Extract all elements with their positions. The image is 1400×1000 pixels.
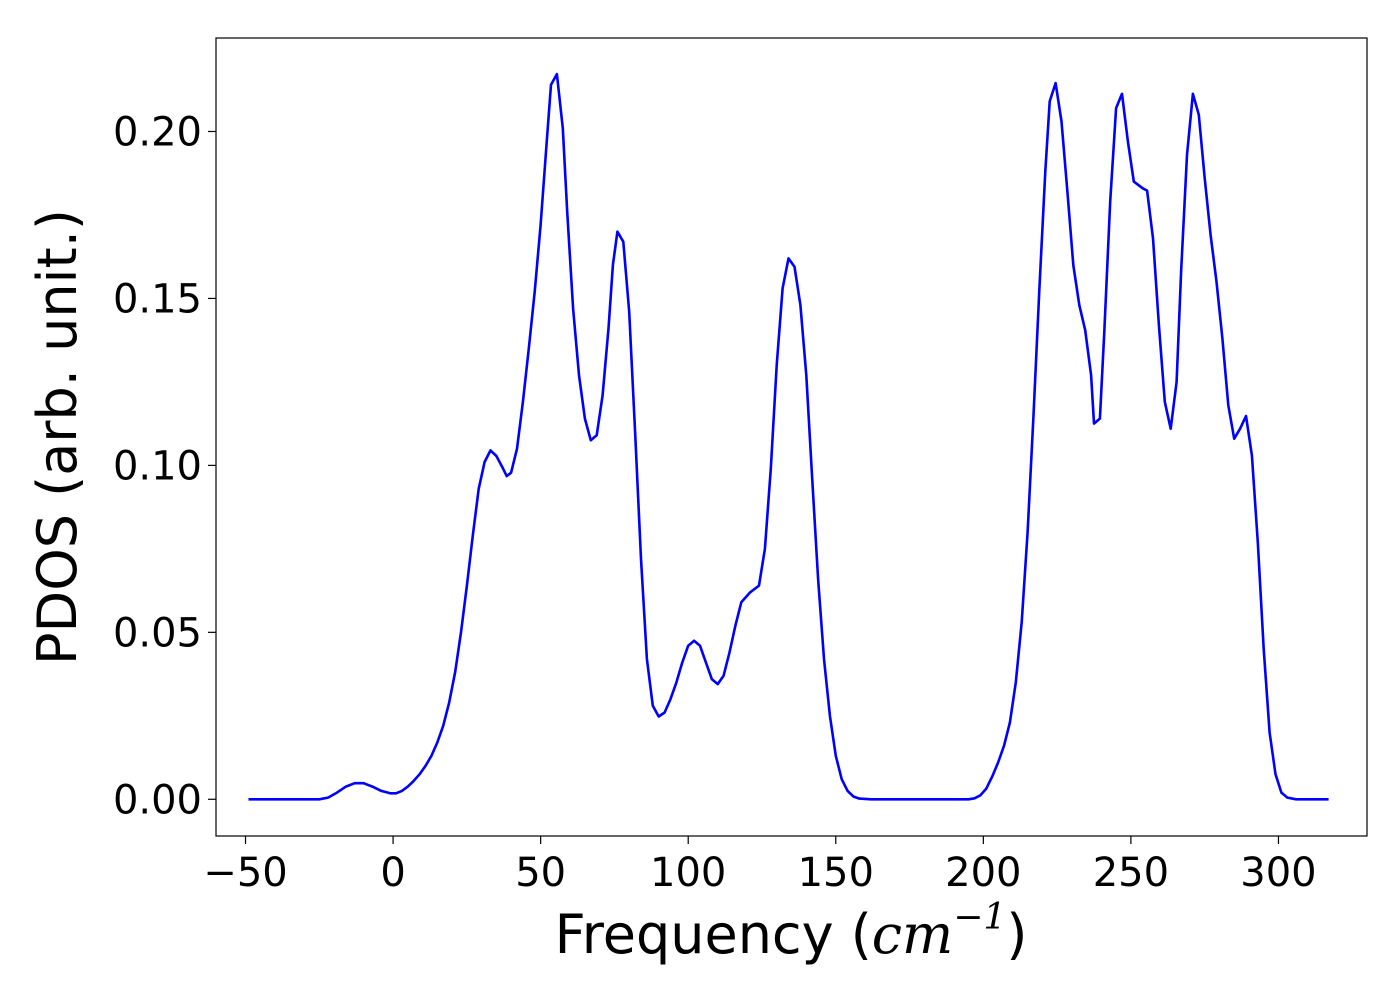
y-axis-ticks: 0.00 0.05 0.10 0.15 0.20 — [113, 109, 216, 823]
x-axis-label-exponent: −1 — [953, 897, 1006, 938]
pdos-series-line — [248, 72, 1329, 801]
x-axis-label-prefix: Frequency ( — [555, 903, 872, 966]
x-axis-label-unit: cm — [872, 903, 953, 966]
x-axis-label-suffix: ) — [1006, 903, 1027, 966]
y-tick-label: 0.05 — [113, 610, 202, 656]
x-tick-label: 50 — [515, 850, 566, 896]
plot-area — [215, 37, 1368, 837]
x-tick-label: 150 — [798, 850, 874, 896]
x-tick-label: 100 — [650, 850, 726, 896]
x-tick-label: 300 — [1240, 850, 1316, 896]
x-axis-label: Frequency (cm−1) — [555, 897, 1028, 966]
x-axis-ticks: −50 0 50 100 150 200 250 300 — [203, 836, 1317, 896]
x-tick-label: 0 — [380, 850, 405, 896]
y-tick-label: 0.15 — [113, 276, 202, 322]
y-tick-label: 0.00 — [113, 777, 202, 823]
x-tick-label: 200 — [945, 850, 1021, 896]
y-axis-label: PDOS (arb. unit.) — [26, 209, 89, 665]
y-tick-label: 0.20 — [113, 109, 202, 155]
x-tick-label: 250 — [1093, 850, 1169, 896]
y-tick-label: 0.10 — [113, 443, 202, 489]
series-group — [248, 72, 1329, 801]
x-tick-label: −50 — [203, 850, 287, 896]
